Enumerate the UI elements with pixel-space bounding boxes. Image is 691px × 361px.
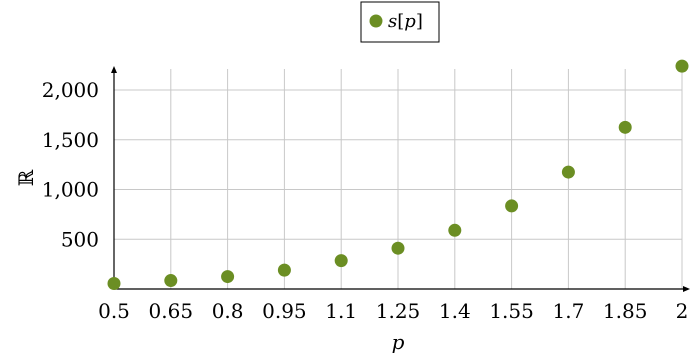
x-tick-label: 1.7: [552, 299, 584, 323]
y-tick-label: 1,000: [42, 178, 99, 202]
y-tick-labels: 500 1,000 1,500 2,000: [42, 78, 99, 251]
legend-marker: [369, 14, 383, 28]
data-point: [277, 263, 291, 277]
legend: s[p]: [360, 1, 440, 43]
legend-label: s[p]: [388, 11, 423, 32]
data-points: [107, 59, 689, 291]
legend-box: [360, 1, 440, 43]
data-point: [391, 241, 405, 255]
x-tick-label: 2: [676, 299, 689, 323]
x-tick-label: 1.1: [325, 299, 357, 323]
y-axis-title: ℝ: [14, 169, 38, 186]
x-tick-label: 0.8: [212, 299, 244, 323]
x-tick-label: 1.85: [603, 299, 648, 323]
x-axis-arrow: [683, 286, 690, 292]
axes: [111, 66, 690, 292]
data-point: [505, 199, 519, 213]
x-tick-label: 0.5: [98, 299, 130, 323]
y-axis-arrow: [111, 66, 117, 73]
data-point: [334, 254, 348, 268]
x-tick-label: 1.25: [376, 299, 421, 323]
x-tick-labels: 0.5 0.65 0.8 0.95 1.1 1.25 1.4 1.55 1.7 1.85 2: [98, 299, 688, 323]
x-tick-label: 0.65: [149, 299, 194, 323]
x-tick-label: 0.95: [262, 299, 307, 323]
y-tick-label: 1,500: [42, 128, 99, 152]
data-point: [221, 270, 235, 284]
x-tick-label: 1.55: [489, 299, 534, 323]
data-point: [618, 120, 632, 134]
grid: [113, 69, 683, 289]
y-tick-label: 2,000: [42, 78, 99, 102]
data-point: [164, 274, 178, 288]
x-tick-label: 1.4: [439, 299, 471, 323]
x-axis-title: p: [392, 330, 405, 354]
data-point: [561, 165, 575, 179]
y-tick-label: 500: [61, 227, 99, 251]
data-point: [448, 223, 462, 237]
data-point: [107, 277, 121, 291]
data-point: [675, 59, 689, 73]
